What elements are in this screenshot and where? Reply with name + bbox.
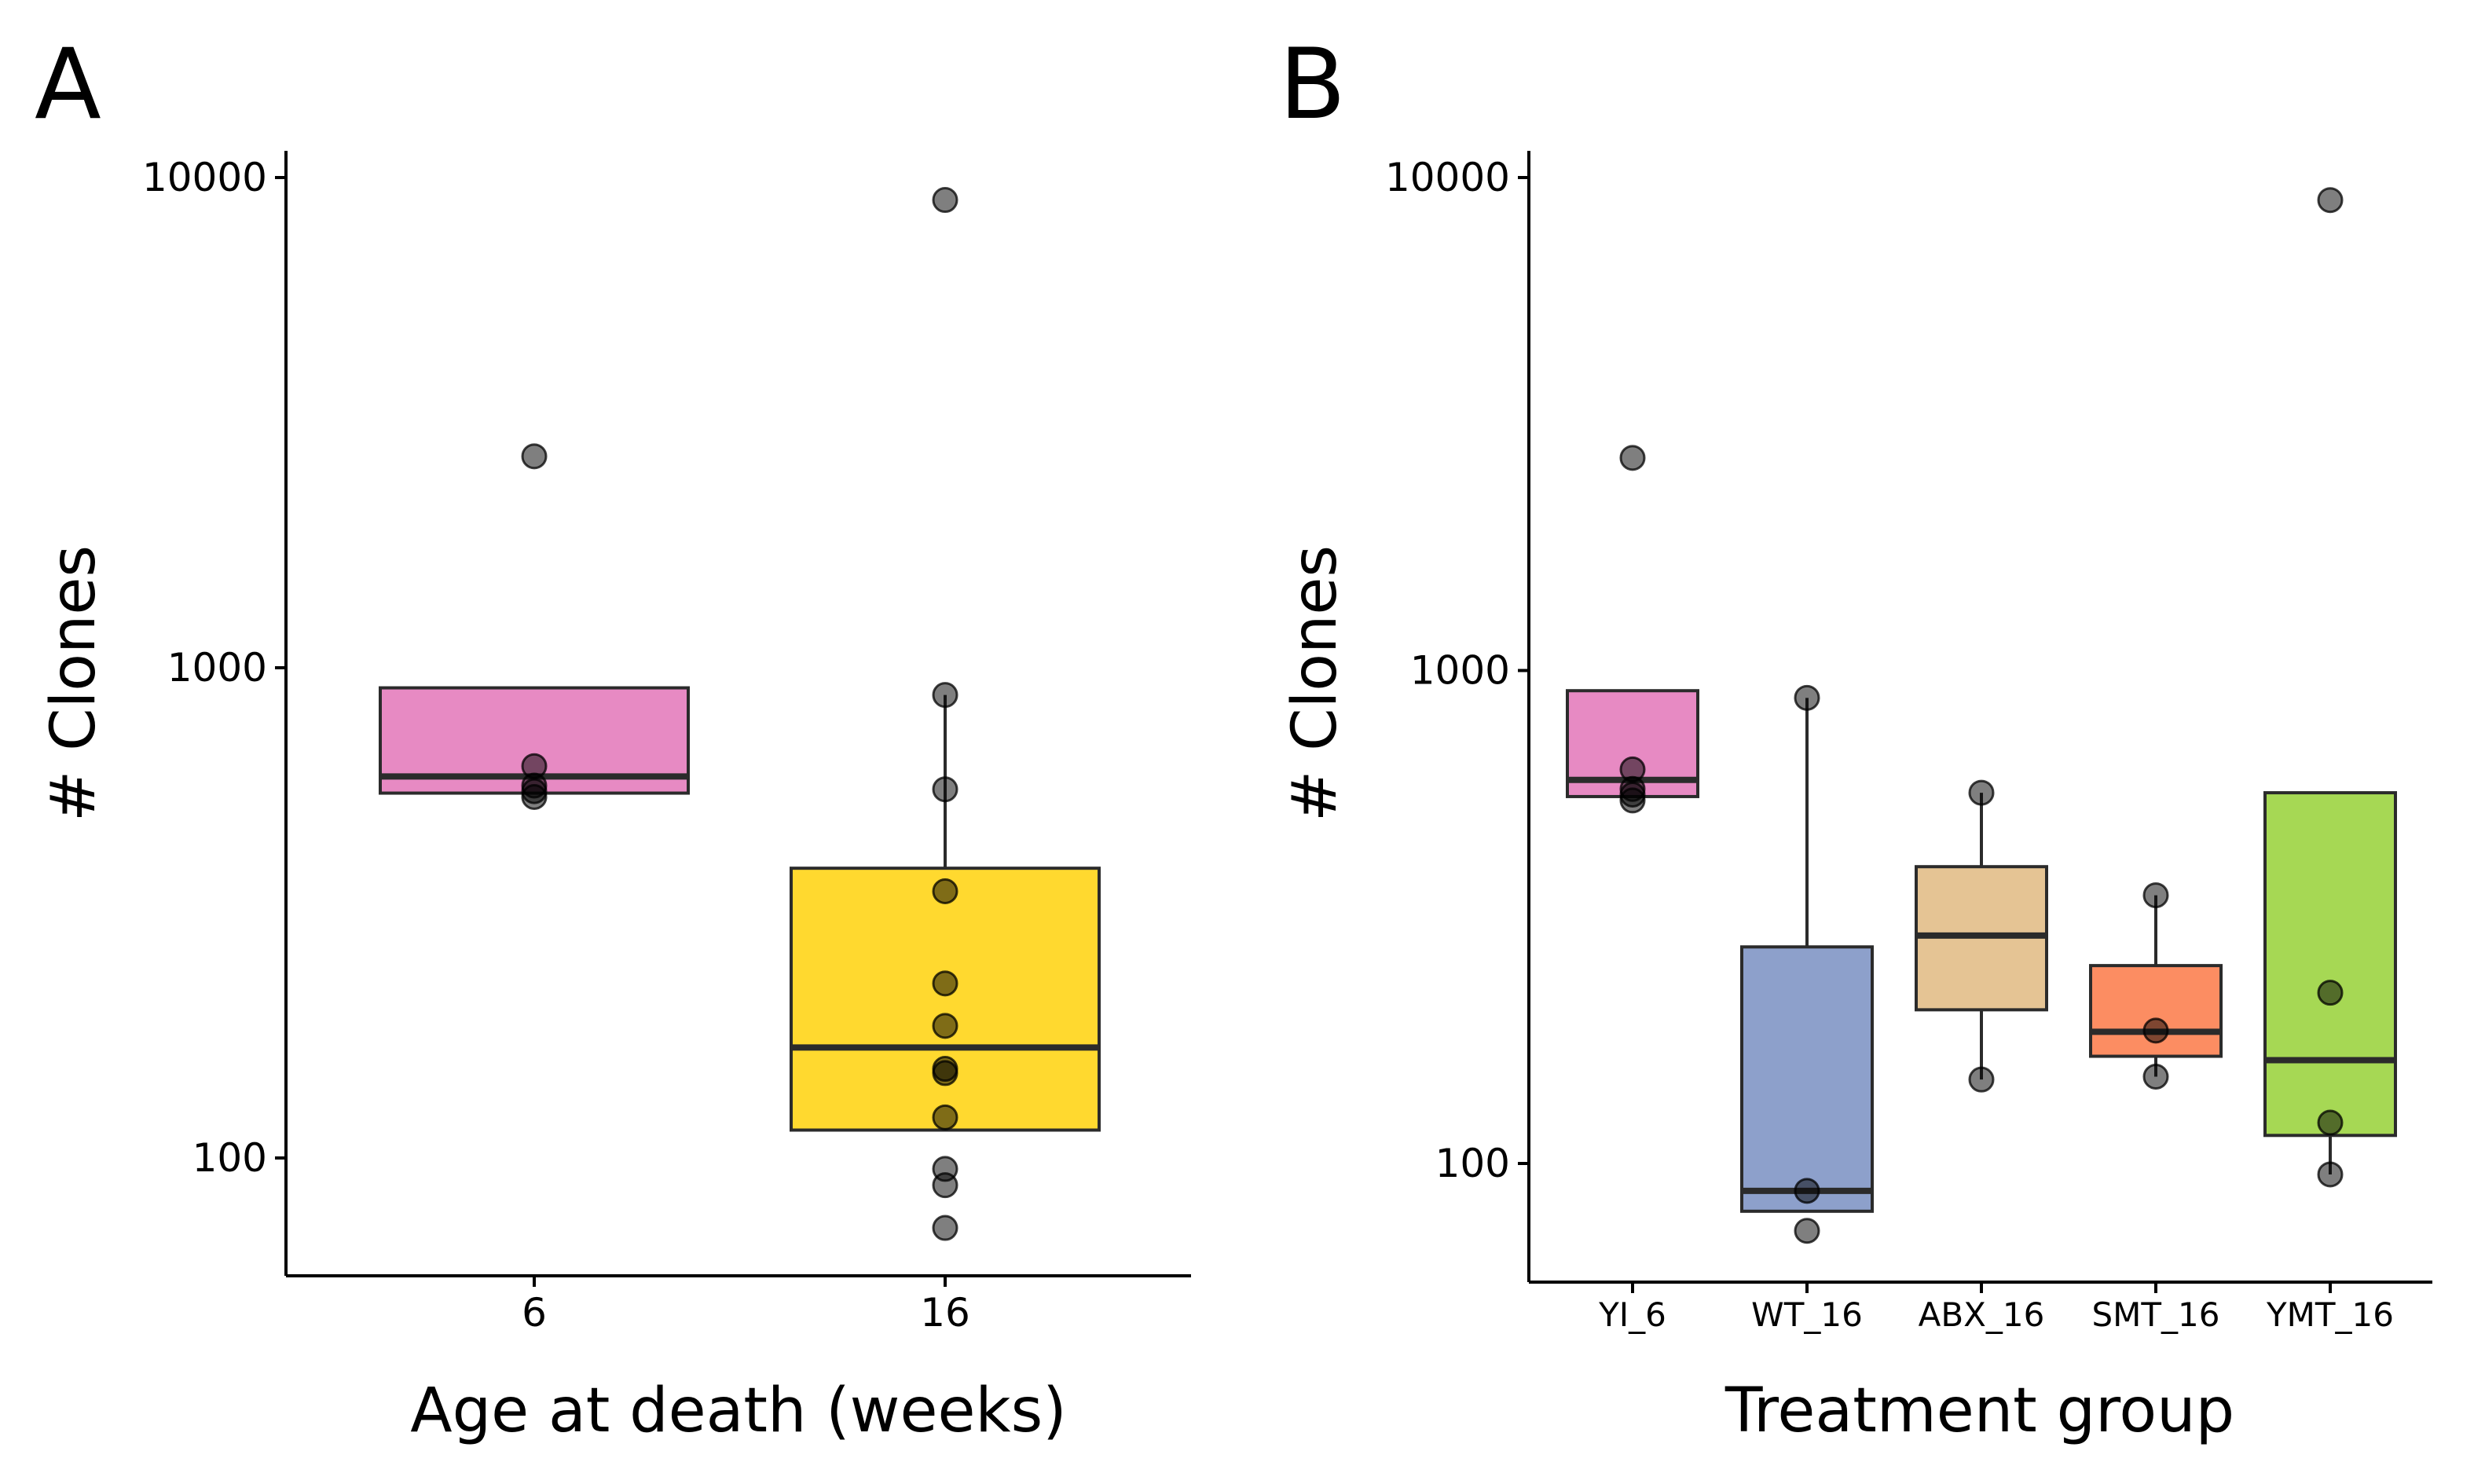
panel-b-plot-area: 100 1000 10000 YI_6 WT_16 ABX_16 SMT_16 YMT_16	[1385, 151, 2432, 1334]
panel-a-data-point	[932, 1172, 958, 1199]
panel-b-data-point	[2317, 1161, 2344, 1188]
panel-a-box-16	[790, 867, 1101, 1132]
panel-b-data-point	[2142, 882, 2169, 909]
panel-b-x-axis-title: Treatment group	[1724, 1376, 2234, 1446]
panel-a-data-point	[932, 776, 958, 803]
panel-a-data-point	[932, 187, 958, 214]
panel-a-data-point	[932, 970, 958, 997]
panel-a-y-tick-label: 1000	[167, 645, 267, 691]
panel-a-data-point	[932, 1060, 958, 1086]
panel-b-data-point	[2317, 187, 2344, 214]
panel-a-y-tick-label: 10000	[142, 155, 267, 200]
panel-a-y-axis-title: # Clones	[38, 545, 109, 822]
panel-a-data-point	[932, 682, 958, 709]
panel-b-x-tick-label: YI_6	[1598, 1295, 1666, 1334]
panel-b-data-point	[1619, 445, 1646, 471]
panel-a-data-point	[932, 1104, 958, 1130]
panel-a-data-point	[932, 1215, 958, 1241]
panel-a-x-axis-title: Age at death (weeks)	[410, 1376, 1066, 1446]
panel-b-data-point	[1968, 779, 1995, 806]
panel-b: B 100 1000 10000 YI_6 WT_16 ABX_16 SMT_16 YMT_1…	[1279, 28, 2432, 1446]
panel-b-letter: B	[1279, 28, 1346, 141]
panel-a-x-tick-label: 6	[522, 1290, 547, 1336]
panel-b-x-tick-label: ABX_16	[1919, 1295, 2045, 1334]
panel-b-x-tick-label: SMT_16	[2092, 1295, 2220, 1334]
panel-a-data-point	[932, 1013, 958, 1039]
panel-b-box-YMT_16	[2263, 791, 2397, 1138]
panel-b-y-tick-label: 1000	[1410, 648, 1510, 694]
panel-b-data-point	[2142, 1064, 2169, 1090]
panel-b-data-point	[1794, 1178, 1820, 1204]
panel-b-data-point	[2142, 1017, 2169, 1044]
panel-a-y-tick-label: 100	[192, 1135, 267, 1181]
panel-a-data-point	[521, 783, 548, 810]
panel-b-y-tick-label: 10000	[1385, 155, 1510, 200]
panel-a: A 100 1000 10000 6 16 Age at death (weeks) #…	[35, 28, 1191, 1446]
panel-a-plot-area: 100 1000 10000 6 16	[142, 151, 1191, 1336]
panel-b-box-WT_16	[1740, 945, 1874, 1213]
panel-b-data-point	[2317, 1109, 2344, 1136]
panel-b-data-point	[1794, 1218, 1820, 1244]
panel-b-x-tick-label: YMT_16	[2266, 1295, 2394, 1334]
panel-a-data-point	[521, 443, 548, 470]
panel-a-data-point	[932, 878, 958, 905]
panel-a-x-tick-label: 16	[920, 1290, 970, 1336]
panel-b-y-axis-title: # Clones	[1280, 545, 1351, 822]
panel-b-data-point	[1794, 684, 1820, 711]
panel-b-data-point	[2317, 980, 2344, 1006]
panel-b-data-point	[1619, 787, 1646, 814]
panel-b-y-tick-label: 100	[1435, 1141, 1510, 1186]
panel-b-data-point	[1968, 1066, 1995, 1093]
panel-a-letter: A	[35, 28, 101, 141]
panel-b-x-tick-label: WT_16	[1751, 1295, 1863, 1334]
